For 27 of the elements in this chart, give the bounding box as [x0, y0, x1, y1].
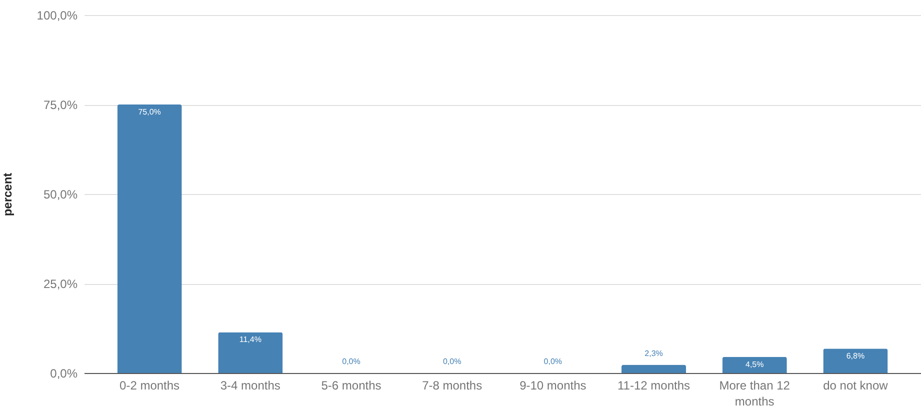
x-tick-label: do not know: [823, 378, 888, 392]
y-axis-title: percent: [0, 172, 14, 216]
x-tick-label: 9-10 months: [520, 378, 586, 392]
x-tick-label: More than 12 months: [719, 378, 790, 407]
data-label: 4,5%: [745, 360, 764, 369]
x-tick-label: 11-12 months: [618, 378, 690, 392]
data-label: 11,4%: [239, 335, 262, 344]
bar: [823, 348, 888, 373]
y-tick-label: 25,0%: [43, 277, 78, 291]
y-tick-label: 50,0%: [43, 188, 78, 202]
bar: [218, 332, 283, 373]
bar: [117, 104, 182, 373]
bar: [621, 364, 686, 373]
bar: [722, 356, 787, 373]
x-tick-label: 5-6 months: [321, 378, 382, 392]
y-tick-label: 100,0%: [36, 8, 78, 22]
x-tick-label: 7-8 months: [422, 378, 482, 392]
data-label: 0,0%: [342, 357, 360, 366]
data-label: 0,0%: [544, 357, 562, 366]
x-tick-label: 3-4 months: [220, 378, 280, 392]
x-tick-label: 0-2 months: [120, 378, 180, 392]
data-label: 2,3%: [644, 348, 663, 358]
y-tick-label: 0,0%: [50, 366, 78, 380]
data-label: 0,0%: [442, 357, 462, 366]
y-tick-label: 75,0%: [43, 98, 78, 112]
data-label: 75,0%: [138, 108, 161, 116]
data-label: 6,8%: [846, 352, 865, 361]
